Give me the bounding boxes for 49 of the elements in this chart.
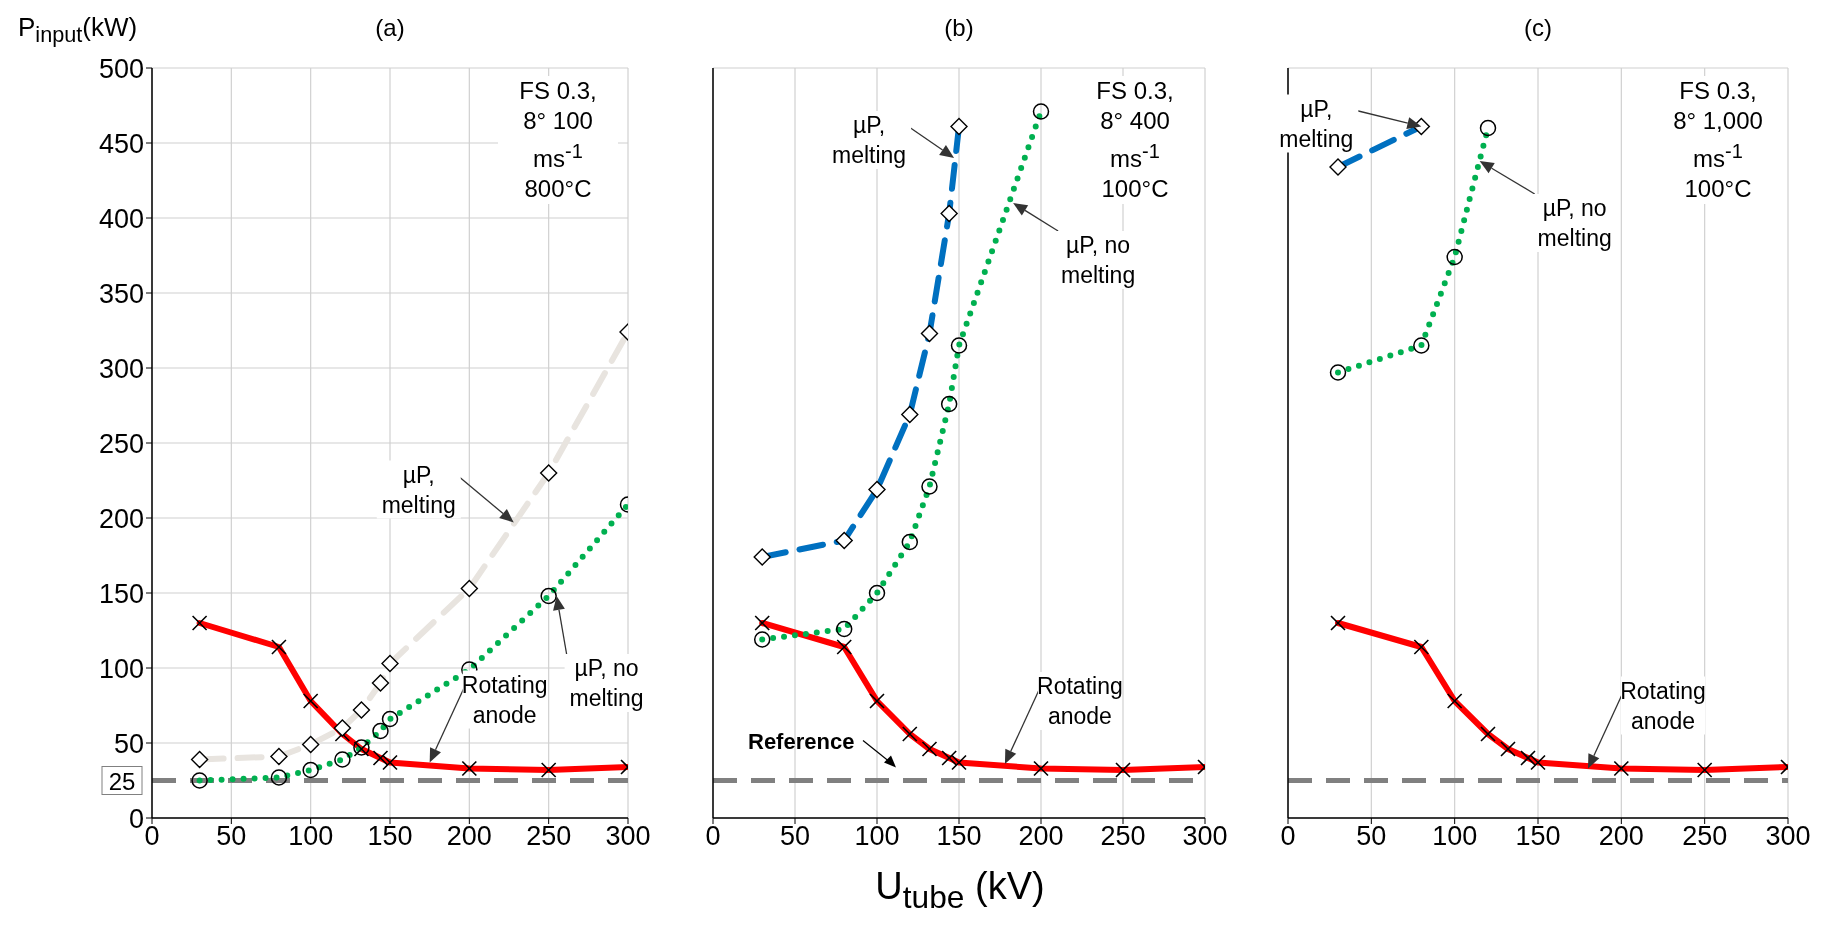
x-axis-title: U$_{tube}$ (kV)	[874, 865, 1046, 916]
x-tick-label: 300	[605, 821, 651, 852]
x-tick-label: 300	[1765, 821, 1811, 852]
annotation: µP, melting	[832, 112, 907, 168]
x-tick-label: 200	[1018, 821, 1064, 852]
annotation: Rotating anode	[461, 671, 548, 728]
x-tick-label: 250	[526, 821, 572, 852]
x-tick-label: 250	[1100, 821, 1146, 852]
y-tick-label: 50	[113, 728, 144, 759]
y-tick-label: 400	[98, 203, 144, 234]
annotation: FS 0.3, 8° 1,000 ms$^{-1}$ 100°C	[1658, 76, 1778, 204]
annotation: µP, no melting	[1537, 195, 1612, 251]
x-tick-label: 0	[1280, 821, 1296, 852]
y-tick-label: 300	[98, 353, 144, 384]
y-tick-label: 250	[98, 428, 144, 459]
y-tick-label: 100	[98, 653, 144, 684]
x-tick-label: 100	[1432, 821, 1478, 852]
x-tick-label: 150	[367, 821, 413, 852]
chart-title: (b)	[943, 14, 975, 42]
annotation: µP, no melting	[1061, 232, 1136, 288]
ref-line-label: 25	[108, 767, 136, 795]
x-tick-label: 0	[705, 821, 721, 852]
chart-title: (a)	[374, 14, 406, 42]
y-tick-label: 150	[98, 578, 144, 609]
x-tick-label: 50	[779, 821, 811, 852]
x-tick-label: 200	[1598, 821, 1644, 852]
x-tick-label: 50	[1356, 821, 1387, 852]
annotation: µP, melting	[1279, 95, 1354, 152]
y-tick-label: 500	[98, 53, 144, 84]
x-tick-label: 50	[216, 821, 247, 852]
x-tick-label: 100	[288, 821, 334, 852]
chart-title: (c)	[1523, 14, 1553, 42]
y-axis-title: P$_{input}$(kW)	[18, 12, 138, 49]
x-tick-label: 150	[1515, 821, 1561, 852]
y-tick-label: 350	[98, 278, 144, 309]
annotation: Rotating anode	[1620, 677, 1706, 734]
x-tick-label: 200	[446, 821, 492, 852]
x-tick-label: 300	[1182, 821, 1228, 852]
annotation: µP, melting	[381, 461, 456, 518]
y-tick-label: 200	[98, 503, 144, 534]
x-tick-label: 250	[1682, 821, 1728, 852]
annotation: Rotating anode	[1037, 673, 1123, 729]
ref-line-label: Reference	[748, 728, 855, 754]
x-tick-label: 100	[854, 821, 900, 852]
x-tick-label: 150	[936, 821, 982, 852]
annotation: FS 0.3, 8° 100 ms$^{-1}$ 800°C	[498, 76, 618, 204]
annotation: FS 0.3, 8° 400 ms$^{-1}$ 100°C	[1075, 76, 1195, 204]
y-tick-label: 450	[98, 128, 144, 159]
annotation: µP, no melting	[569, 655, 644, 711]
